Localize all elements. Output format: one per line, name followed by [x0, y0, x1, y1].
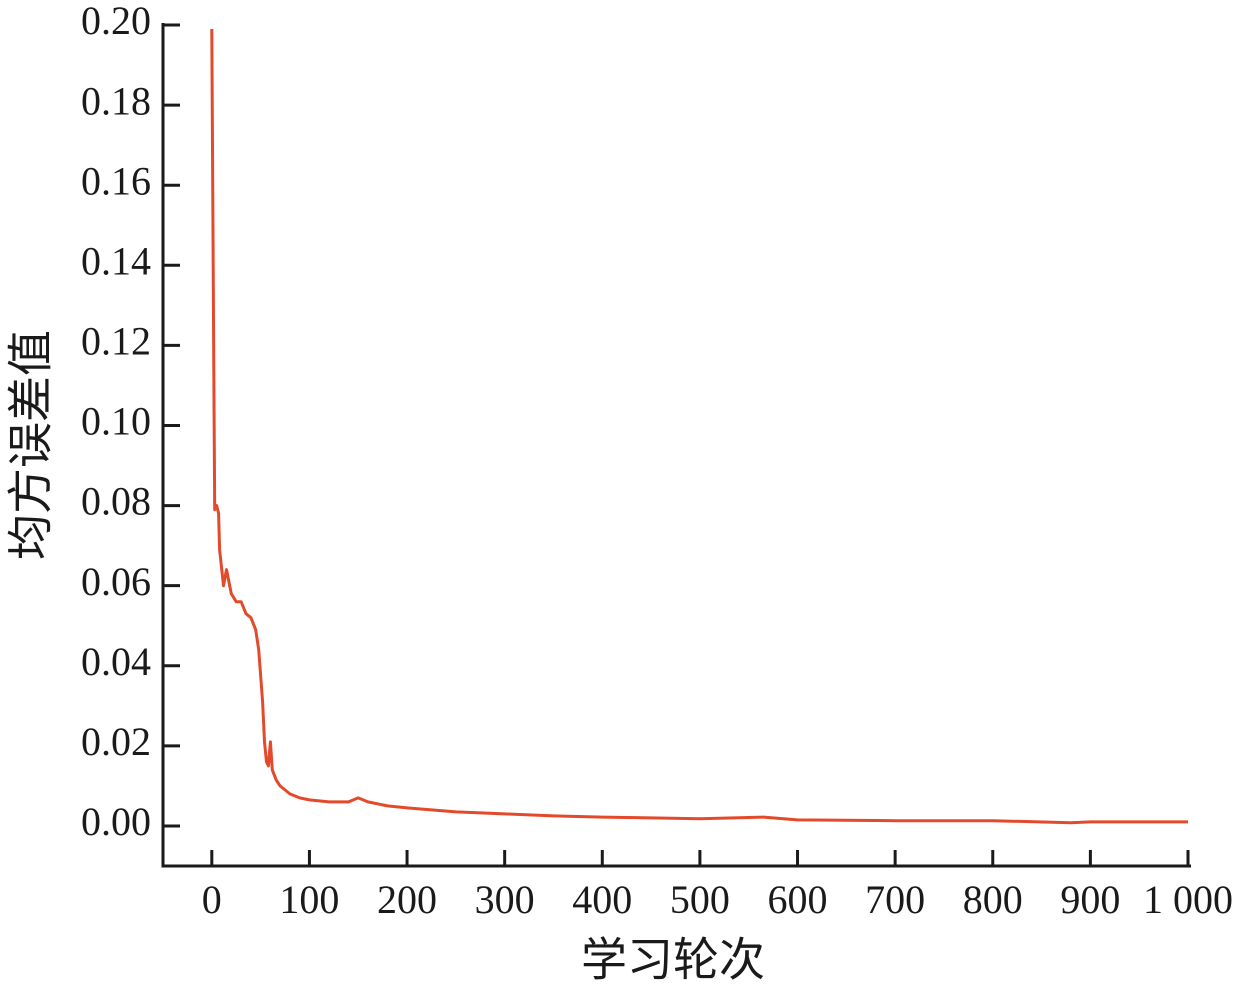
y-tick-label: 0.14: [81, 238, 151, 283]
y-tick-label: 0.10: [81, 399, 151, 444]
y-tick-label: 0.06: [81, 559, 151, 604]
y-tick-label: 0.12: [81, 319, 151, 364]
x-tick-label: 100: [279, 877, 339, 922]
y-tick-label: 0.02: [81, 719, 151, 764]
y-axis-label: 均方误差值: [6, 330, 57, 560]
x-tick-label: 900: [1060, 877, 1120, 922]
y-tick-label: 0.20: [81, 0, 151, 43]
y-tick-label: 0.18: [81, 78, 151, 123]
y-tick-label: 0.08: [81, 479, 151, 524]
x-tick-label: 400: [572, 877, 632, 922]
x-tick-label: 200: [377, 877, 437, 922]
x-tick-label: 600: [768, 877, 828, 922]
data-line: [210, 28, 1188, 825]
x-axis-label: 学习轮次: [581, 935, 765, 986]
x-tick-label: 0: [202, 877, 222, 922]
x-tick-label: 700: [865, 877, 925, 922]
x-tick-label: 800: [963, 877, 1023, 922]
x-tick-label: 1 000: [1143, 877, 1233, 922]
y-tick-label: 0.16: [81, 158, 151, 203]
x-tick-label: 300: [475, 877, 535, 922]
y-tick-label: 0.00: [81, 799, 151, 844]
x-tick-label: 500: [670, 877, 730, 922]
y-tick-label: 0.04: [81, 639, 151, 684]
